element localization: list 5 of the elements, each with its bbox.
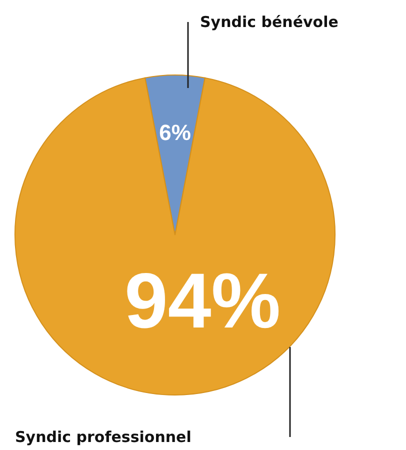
slice-label: Syndic professionnel bbox=[15, 428, 192, 446]
pie-slice bbox=[14, 77, 336, 396]
slice-label: Syndic bénévole bbox=[200, 13, 338, 31]
data-label: 94% bbox=[124, 256, 281, 345]
data-label: 6% bbox=[159, 120, 191, 145]
